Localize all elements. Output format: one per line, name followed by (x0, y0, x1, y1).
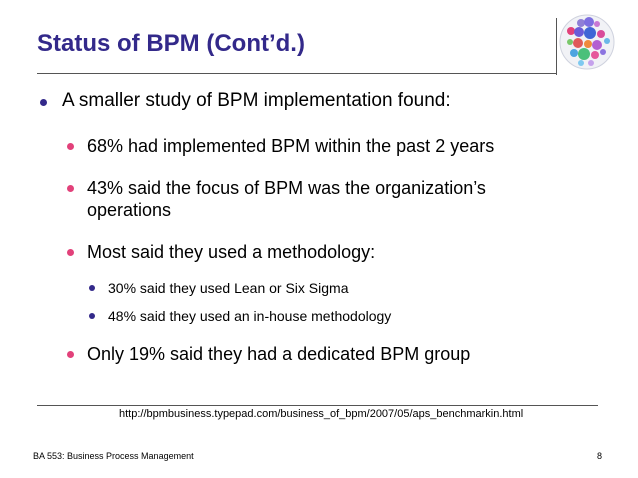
bullet-dot (67, 185, 74, 192)
page-number: 8 (597, 451, 603, 461)
bullet-sub-1-text: 68% had implemented BPM within the past … (87, 136, 495, 156)
bullet-dot (40, 99, 47, 106)
bullet-sub-3: Most said they used a methodology: (67, 241, 376, 263)
bullet-subsub-2-text: 48% said they used an in-house methodolo… (108, 308, 392, 324)
bullet-sub-1: 68% had implemented BPM within the past … (67, 135, 495, 157)
bottom-divider (37, 405, 598, 406)
bullet-subsub-1: 30% said they used Lean or Six Sigma (89, 280, 349, 296)
bullet-sub-3-text: Most said they used a methodology: (87, 242, 376, 262)
logo-divider (556, 18, 557, 75)
bullet-sub-2-line-2: operations (87, 200, 172, 220)
source-url[interactable]: http://bpmbusiness.typepad.com/business_… (119, 408, 524, 420)
bullet-dot (67, 351, 74, 358)
footer-course: BA 553: Business Process Management (33, 451, 194, 461)
bullet-dot (89, 313, 95, 319)
bullet-main-text: A smaller study of BPM implementation fo… (62, 90, 451, 111)
bullet-sub-2: 43% said the focus of BPM was the organi… (67, 177, 486, 221)
title-divider (37, 73, 556, 74)
slide-title: Status of BPM (Cont’d.) (37, 30, 305, 57)
bullet-main: A smaller study of BPM implementation fo… (40, 90, 451, 112)
bullet-dot (67, 249, 74, 256)
circles-logo-icon (559, 14, 615, 70)
bullet-dot (67, 143, 74, 150)
bullet-sub-2-line-1: 43% said the focus of BPM was the organi… (87, 178, 486, 198)
bullet-subsub-1-text: 30% said they used Lean or Six Sigma (108, 280, 349, 296)
bullet-sub-4: Only 19% said they had a dedicated BPM g… (67, 343, 471, 365)
bullet-sub-4-text: Only 19% said they had a dedicated BPM g… (87, 344, 471, 364)
bullet-dot (89, 285, 95, 291)
bullet-subsub-2: 48% said they used an in-house methodolo… (89, 308, 392, 324)
